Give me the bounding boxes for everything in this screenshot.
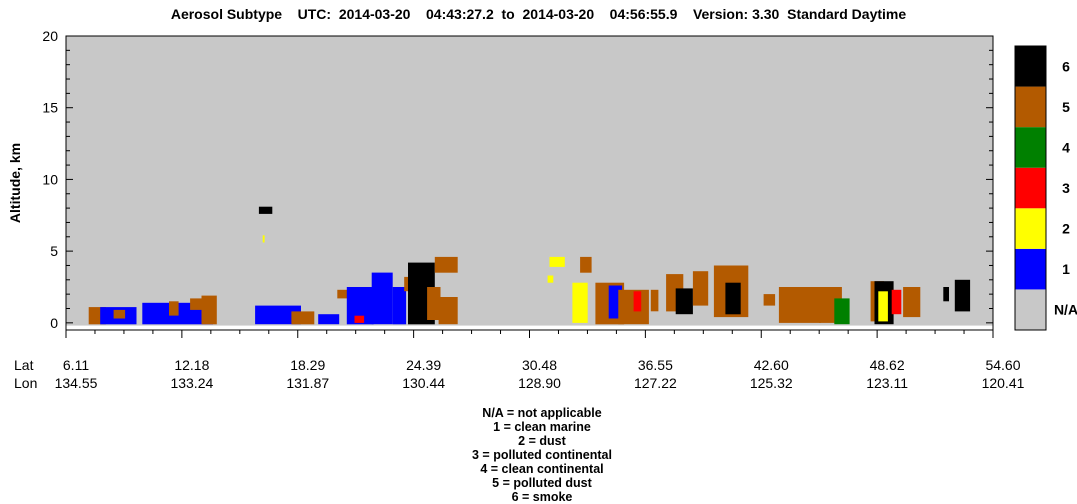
aerosol-region xyxy=(763,294,776,306)
y-tick-label: 20 xyxy=(42,28,58,44)
aerosol-region xyxy=(392,287,407,325)
x-tick-label-lat: 42.60 xyxy=(754,357,789,373)
legend-smoke: 6 = smoke xyxy=(511,490,573,504)
colorbar-label: 1 xyxy=(1062,261,1070,277)
surface-band xyxy=(66,325,993,330)
x-tick-label-lon: 127.22 xyxy=(634,375,677,391)
aerosol-region xyxy=(725,282,741,315)
colorbar-segment xyxy=(1015,208,1046,249)
colorbar-frame xyxy=(1014,45,1047,331)
x-tick-label-lon: 131.87 xyxy=(286,375,329,391)
chart-title: Aerosol Subtype UTC: 2014-03-20 04:43:27… xyxy=(170,6,907,22)
colorbar-label: 6 xyxy=(1062,58,1070,74)
legend-clean-marine: 1 = clean marine xyxy=(493,420,591,434)
aerosol-region xyxy=(580,256,592,273)
colorbar-label: 5 xyxy=(1062,99,1070,115)
aerosol-region xyxy=(255,305,301,325)
aerosol-region xyxy=(943,287,949,302)
x-axis: Lat Lon 6.11 134.55 12.18 133.24 18.29 131.87 24… xyxy=(14,330,1025,391)
aerosol-region xyxy=(650,289,659,312)
aerosol-region xyxy=(834,298,850,325)
x-tick-label-lat: 6.11 xyxy=(63,357,89,373)
x-tick-label-lat: 54.60 xyxy=(985,357,1020,373)
x-tick-label-lat: 12.18 xyxy=(174,357,209,373)
legend-clean-continental: 4 = clean continental xyxy=(480,462,604,476)
aerosol-region xyxy=(262,235,265,243)
x-tick-label-lon: 133.24 xyxy=(170,375,213,391)
colorbar-segment xyxy=(1015,289,1046,330)
colorbar-segment xyxy=(1015,127,1046,168)
aerosol-region xyxy=(291,311,315,325)
legend-dust: 2 = dust xyxy=(518,434,566,448)
colorbar-segment xyxy=(1015,86,1046,128)
aerosol-region xyxy=(675,288,693,315)
y-tick-label: 5 xyxy=(50,243,58,259)
colorbar-label: 2 xyxy=(1062,221,1070,237)
aerosol-region xyxy=(354,315,365,323)
aerosol-region xyxy=(318,314,340,325)
x-tick-label-lon: 125.32 xyxy=(750,375,793,391)
y-axis: 0 5 10 15 20 xyxy=(42,28,993,331)
aerosol-region xyxy=(547,275,554,283)
x-tick-label-lon: 128.90 xyxy=(518,375,561,391)
colorbar-label: 3 xyxy=(1062,180,1070,196)
x-tick-label-lon: 120.41 xyxy=(982,375,1025,391)
colorbar: N/A 1 2 3 4 5 6 xyxy=(1014,45,1077,331)
aerosol-region xyxy=(778,287,821,323)
aerosol-region xyxy=(427,287,441,320)
x-tick-label-lon: 123.11 xyxy=(866,375,908,391)
x-tick-label-lon: 134.55 xyxy=(55,375,98,391)
aerosol-region xyxy=(878,291,888,322)
legend-na: N/A = not applicable xyxy=(482,406,602,420)
aerosol-region xyxy=(434,256,458,273)
aerosol-region xyxy=(692,271,709,306)
aerosol-region xyxy=(633,291,642,312)
x-row-label-lon: Lon xyxy=(14,375,37,391)
y-tick-label: 10 xyxy=(42,171,58,187)
y-tick-label: 15 xyxy=(42,100,58,116)
aerosol-region xyxy=(113,309,126,319)
colorbar-label: N/A xyxy=(1054,302,1077,318)
colorbar-segment xyxy=(1015,46,1046,87)
aerosol-region xyxy=(190,298,204,310)
x-row-label-lat: Lat xyxy=(14,357,34,373)
legend-polluted-continental: 3 = polluted continental xyxy=(472,448,612,462)
colorbar-segment xyxy=(1015,248,1046,290)
y-axis-label: Altitude, km xyxy=(7,143,23,223)
legend-footer: N/A = not applicable 1 = clean marine 2 … xyxy=(0,392,1077,504)
aerosol-region xyxy=(438,297,458,325)
aerosol-region xyxy=(371,272,393,325)
aerosol-region xyxy=(258,206,273,214)
colorbar-segment xyxy=(1015,167,1046,209)
legend-polluted-dust: 5 = polluted dust xyxy=(492,476,592,490)
x-tick-label-lat: 48.62 xyxy=(870,357,905,373)
aerosol-region xyxy=(903,287,921,318)
colorbar-label: 4 xyxy=(1062,139,1070,155)
aerosol-region xyxy=(549,256,565,267)
aerosol-region xyxy=(169,301,179,316)
x-tick-label-lat: 24.39 xyxy=(406,357,441,373)
aerosol-region xyxy=(201,295,217,325)
plot-background xyxy=(66,36,993,326)
aerosol-region xyxy=(572,282,588,323)
x-tick-label-lat: 18.29 xyxy=(290,357,325,373)
aerosol-region xyxy=(954,279,971,312)
aerosol-regions xyxy=(88,206,971,325)
y-tick-label: 0 xyxy=(50,315,58,331)
aerosol-region xyxy=(337,289,351,299)
x-tick-label-lat: 36.55 xyxy=(638,357,673,373)
x-tick-label-lon: 130.44 xyxy=(402,375,445,391)
aerosol-region xyxy=(891,289,902,315)
x-tick-label-lat: 30.48 xyxy=(522,357,557,373)
